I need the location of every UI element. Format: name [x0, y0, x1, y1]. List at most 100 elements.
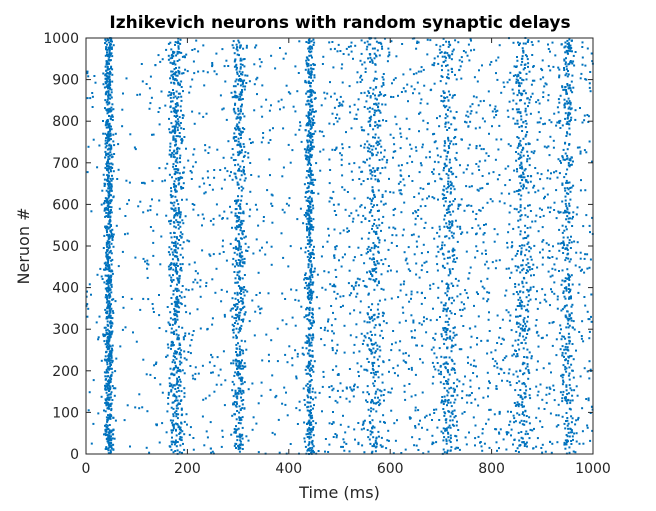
- spike-point: [219, 368, 222, 371]
- spike-point: [271, 205, 274, 207]
- spike-point: [305, 284, 308, 287]
- spike-point: [520, 125, 523, 128]
- spike-point: [523, 207, 526, 210]
- spike-point: [565, 286, 568, 289]
- spike-point: [173, 216, 176, 219]
- spike-point: [308, 215, 311, 218]
- spike-point: [156, 423, 158, 426]
- spike-point: [442, 448, 445, 451]
- spike-point: [181, 233, 184, 236]
- spike-point: [311, 368, 314, 371]
- spike-point: [133, 146, 136, 149]
- spike-point: [186, 423, 188, 426]
- spike-point: [568, 313, 571, 316]
- spike-point: [174, 43, 176, 46]
- spike-point: [237, 422, 240, 424]
- spike-point: [452, 382, 455, 385]
- spike-point: [178, 116, 181, 119]
- spike-point: [172, 138, 175, 141]
- spike-point: [454, 447, 457, 450]
- spike-point: [342, 229, 345, 232]
- spike-point: [110, 409, 113, 412]
- spike-point: [307, 144, 310, 147]
- spike-point: [176, 146, 179, 149]
- spike-point: [421, 344, 424, 347]
- spike-point: [329, 283, 332, 286]
- spike-point: [309, 94, 312, 96]
- spike-point: [230, 211, 233, 214]
- spike-point: [106, 98, 109, 101]
- spike-point: [381, 158, 384, 161]
- spike-point: [104, 93, 107, 96]
- spike-point: [445, 310, 448, 313]
- spike-point: [179, 42, 182, 45]
- spike-point: [161, 58, 164, 61]
- spike-point: [243, 294, 246, 297]
- spike-point: [236, 46, 239, 49]
- spike-point: [288, 197, 291, 200]
- spike-point: [318, 307, 321, 310]
- spike-point: [377, 189, 380, 192]
- spike-point: [307, 336, 310, 339]
- spike-point: [523, 185, 525, 188]
- spike-point: [371, 61, 374, 64]
- spike-point: [305, 124, 308, 127]
- spike-point: [308, 260, 311, 263]
- spike-point: [360, 183, 363, 186]
- spike-point: [241, 160, 244, 163]
- spike-point: [450, 394, 453, 397]
- spike-point: [142, 181, 145, 184]
- spike-point: [368, 143, 371, 146]
- spike-point: [311, 312, 314, 315]
- spike-point: [177, 300, 180, 303]
- spike-point: [308, 349, 310, 352]
- spike-point: [565, 287, 568, 290]
- spike-point: [152, 229, 155, 232]
- spike-point: [564, 314, 567, 317]
- spike-point: [562, 364, 565, 367]
- spike-point: [417, 209, 420, 211]
- spike-point: [562, 335, 565, 338]
- spike-point: [370, 170, 373, 173]
- spike-point: [112, 133, 115, 136]
- spike-point: [176, 283, 178, 286]
- spike-point: [363, 284, 366, 287]
- spike-point: [310, 92, 313, 94]
- spike-point: [449, 180, 452, 183]
- spike-point: [239, 365, 242, 368]
- spike-point: [177, 71, 180, 74]
- spike-point: [110, 333, 113, 336]
- spike-point: [236, 291, 239, 294]
- spike-point: [352, 217, 355, 220]
- spike-point: [124, 233, 126, 236]
- spike-point: [107, 285, 110, 288]
- spike-point: [525, 325, 528, 328]
- spike-point: [105, 189, 108, 192]
- spike-point: [564, 396, 567, 399]
- spike-point: [239, 308, 242, 311]
- spike-point: [177, 96, 180, 99]
- spike-point: [309, 147, 312, 150]
- spike-point: [562, 290, 565, 293]
- spike-point: [237, 374, 240, 377]
- spike-point: [179, 431, 182, 434]
- spike-point: [366, 107, 369, 110]
- spike-point: [190, 339, 193, 341]
- spike-point: [284, 403, 287, 406]
- spike-point: [176, 417, 179, 420]
- spike-point: [565, 316, 568, 319]
- spike-point: [110, 146, 113, 149]
- spike-point: [237, 107, 240, 110]
- spike-point: [149, 209, 152, 212]
- spike-point: [567, 326, 570, 329]
- spike-point: [530, 355, 533, 358]
- spike-point: [186, 70, 189, 73]
- spike-point: [110, 391, 113, 394]
- spike-point: [308, 368, 311, 371]
- spike-point: [103, 208, 106, 211]
- spike-point: [183, 372, 186, 375]
- spike-point: [169, 317, 172, 320]
- spike-point: [308, 282, 311, 285]
- spike-point: [375, 224, 378, 227]
- spike-point: [238, 150, 241, 153]
